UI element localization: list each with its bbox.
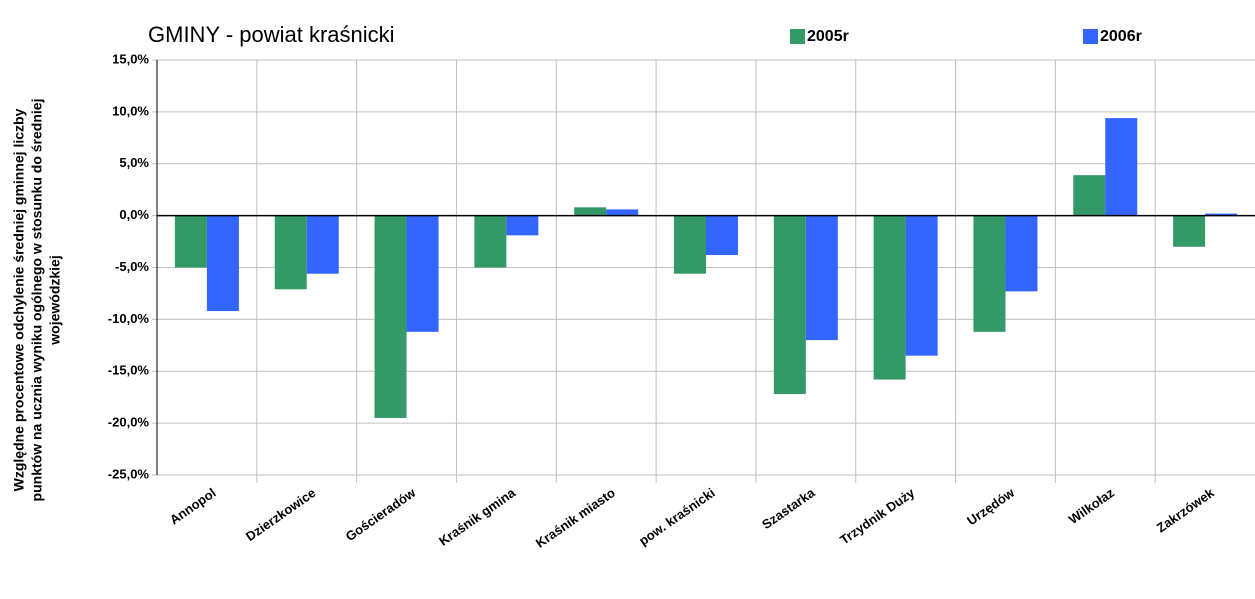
legend-label: 2005r xyxy=(807,28,849,45)
y-tick-label: -25,0% xyxy=(108,466,150,481)
y-axis-label: punktów na ucznia wyniku ogólnego w stos… xyxy=(29,99,45,502)
y-tick-label: -20,0% xyxy=(108,415,150,430)
bar xyxy=(1173,215,1206,247)
x-tick-label: Gościeradów xyxy=(343,484,419,544)
legend-swatch xyxy=(790,29,805,44)
x-tick-label: Kraśnik gmina xyxy=(436,485,519,549)
bar xyxy=(174,215,207,268)
bar xyxy=(206,215,239,312)
x-tick-label: Kraśnik miasto xyxy=(533,485,618,551)
x-tick-label: Urzędów xyxy=(964,484,1018,528)
bar xyxy=(674,215,706,274)
bar xyxy=(306,215,339,274)
x-tick-label: Trzydnik Duży xyxy=(837,485,918,548)
y-axis-label: wojewódzkiej xyxy=(47,255,63,345)
legend-swatch xyxy=(1083,29,1098,44)
x-tick-label: Szastarka xyxy=(759,485,818,533)
bar xyxy=(873,215,906,380)
chart-title: GMINY - powiat kraśnicki xyxy=(148,22,395,47)
y-tick-label: -5,0% xyxy=(115,259,149,274)
bar xyxy=(805,215,838,341)
y-tick-label: 5,0% xyxy=(119,155,149,170)
bar xyxy=(706,215,738,256)
x-tick-label: Dzierzkowice xyxy=(243,485,318,544)
bar xyxy=(773,215,806,395)
bar xyxy=(1073,175,1106,216)
bar xyxy=(1005,215,1038,292)
bar xyxy=(1205,213,1238,216)
y-axis-label: Względne procentowe odchylenie średniej … xyxy=(11,108,27,491)
bar xyxy=(374,215,407,418)
bar xyxy=(574,207,607,216)
legend-label: 2006r xyxy=(1100,28,1142,45)
bar xyxy=(1105,118,1138,216)
x-tick-label: Annopol xyxy=(167,485,219,528)
bar xyxy=(506,215,539,236)
y-tick-label: 10,0% xyxy=(112,103,149,118)
bar xyxy=(406,215,439,332)
bar xyxy=(973,215,1006,332)
x-tick-label: Zakrzówek xyxy=(1154,485,1218,536)
y-tick-label: 0,0% xyxy=(119,207,149,222)
y-tick-label: -10,0% xyxy=(108,311,150,326)
y-tick-label: 15,0% xyxy=(112,51,149,66)
bar xyxy=(606,209,639,216)
bar xyxy=(474,215,507,268)
y-tick-label: -15,0% xyxy=(108,363,150,378)
x-tick-label: Wilkołaz xyxy=(1066,485,1118,527)
x-tick-label: pow. kraśnicki xyxy=(636,485,718,548)
bar xyxy=(905,215,938,356)
bar xyxy=(274,215,307,290)
